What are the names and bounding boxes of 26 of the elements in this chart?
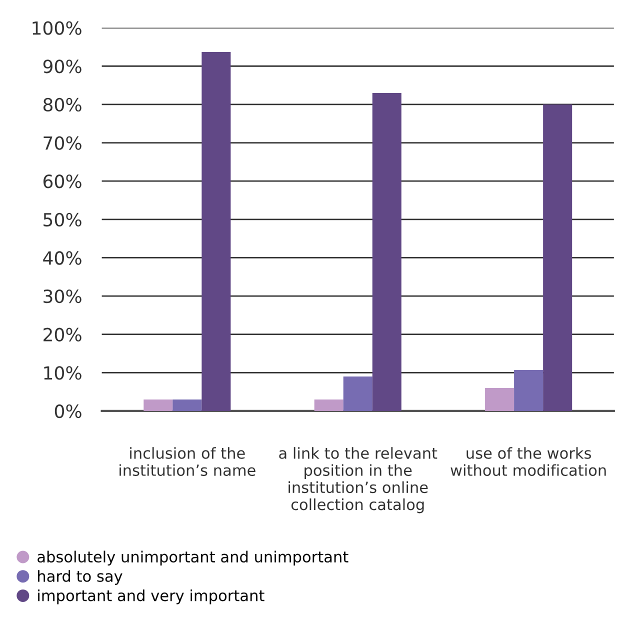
bar bbox=[144, 399, 173, 411]
y-tick-label: 90% bbox=[43, 60, 82, 74]
y-tick-label: 40% bbox=[43, 251, 82, 265]
bar bbox=[172, 399, 202, 411]
bar bbox=[314, 399, 344, 411]
y-tick-label: 30% bbox=[44, 289, 82, 304]
bar bbox=[514, 370, 544, 411]
bar bbox=[543, 104, 572, 411]
y-tick-label: 20% bbox=[44, 328, 82, 342]
y-tick-label: 60% bbox=[43, 174, 82, 188]
y-tick-label: 100% bbox=[32, 21, 82, 35]
bar bbox=[372, 92, 402, 411]
legend-label: important and very important bbox=[38, 589, 264, 604]
y-tick-label: 0% bbox=[54, 404, 82, 418]
bar bbox=[202, 52, 231, 411]
y-tick-label: 50% bbox=[44, 212, 82, 227]
legend-label: absolutely unimportant and unimportant bbox=[38, 550, 348, 566]
x-tick-label: inclusion of the institution’s name bbox=[120, 447, 256, 476]
y-tick-label: 80% bbox=[43, 98, 82, 112]
legend-label: hard to say bbox=[38, 570, 122, 585]
bar bbox=[343, 376, 372, 411]
x-tick-label: use of the works without modification bbox=[450, 447, 606, 476]
y-tick-label: 70% bbox=[44, 136, 82, 150]
x-tick-label: a link to the relevant position in the institution’s online collection catalog bbox=[279, 447, 438, 514]
bar bbox=[485, 388, 514, 411]
y-tick-label: 10% bbox=[44, 366, 82, 380]
